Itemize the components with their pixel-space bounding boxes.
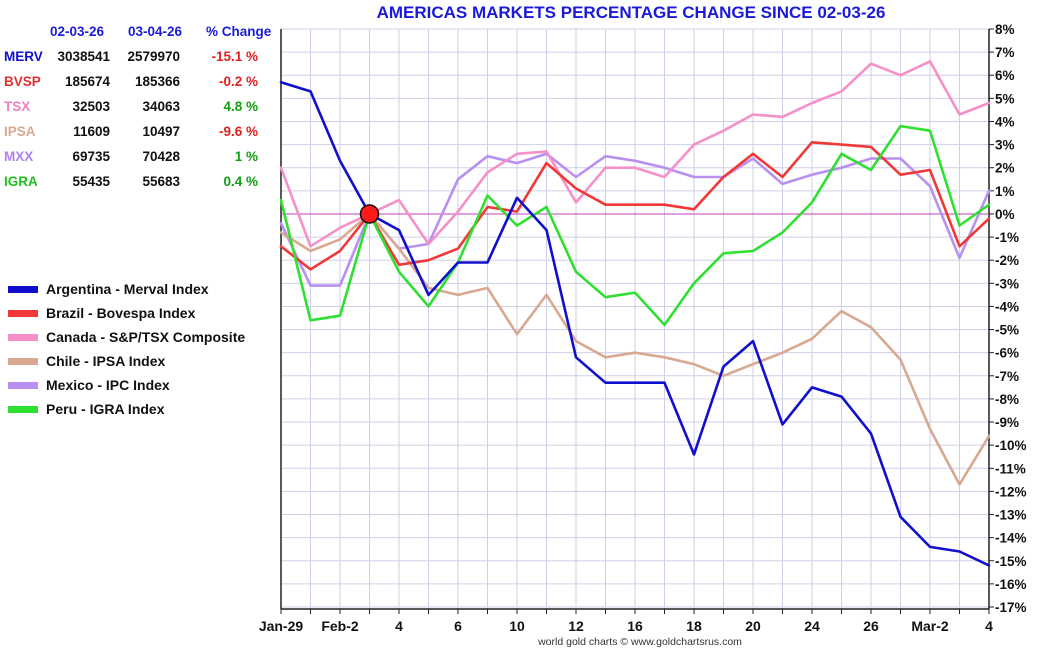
table-change-value: 1 %: [234, 149, 258, 164]
chart-title: AMERICAS MARKETS PERCENTAGE CHANGE SINCE…: [376, 3, 886, 22]
x-tick-label: 4: [395, 618, 403, 634]
y-tick-label: -15%: [995, 554, 1027, 569]
y-tick-label: -7%: [995, 369, 1019, 384]
legend-item: Chile - IPSA Index: [8, 350, 165, 372]
y-tick-label: -16%: [995, 577, 1027, 592]
legend-item: Canada - S&P/TSX Composite: [8, 326, 245, 348]
table-start-value: 55435: [72, 174, 110, 189]
legend-swatch: [8, 285, 38, 293]
chart-footer: world gold charts © www.goldchartsrus.co…: [538, 636, 742, 648]
table-end-value: 34063: [142, 99, 180, 114]
table-header-end: 03-04-26: [128, 24, 183, 39]
legend-label: Chile - IPSA Index: [46, 353, 166, 369]
table-start-value: 32503: [72, 99, 110, 114]
legend-label: Argentina - Merval Index: [46, 281, 209, 297]
table-ticker: MXX: [4, 149, 34, 164]
table-change-value: 4.8 %: [223, 99, 258, 114]
legend-swatch: [8, 357, 38, 365]
table-change-value: -9.6 %: [218, 124, 258, 139]
x-tick-label: Jan-29: [259, 618, 304, 634]
table-ticker: IGRA: [4, 174, 38, 189]
table-end-value: 185366: [134, 74, 180, 89]
x-tick-label: 20: [745, 618, 761, 634]
y-tick-label: 0%: [995, 207, 1015, 222]
y-tick-label: -12%: [995, 484, 1027, 499]
table-start-value: 69735: [72, 149, 110, 164]
y-tick-label: 1%: [995, 184, 1015, 199]
y-tick-label: -17%: [995, 600, 1027, 615]
x-tick-label: 6: [454, 618, 462, 634]
y-tick-label: -14%: [995, 531, 1027, 546]
series-line: [279, 60, 991, 248]
y-tick-label: 5%: [995, 91, 1015, 106]
legend-swatch: [8, 405, 38, 413]
y-tick-label: -4%: [995, 299, 1019, 314]
y-tick-label: -13%: [995, 508, 1027, 523]
table-ticker: TSX: [4, 99, 31, 114]
x-tick-label: 4: [985, 618, 993, 634]
y-tick-label: 4%: [995, 114, 1015, 129]
y-tick-label: 3%: [995, 138, 1015, 153]
table-header-change: % Change: [206, 24, 272, 39]
x-tick-label: Feb-2: [321, 618, 359, 634]
series-line: [279, 141, 991, 271]
y-tick-label: -5%: [995, 323, 1019, 338]
base-date-marker: [359, 204, 380, 224]
legend-item: Peru - IGRA Index: [8, 398, 165, 420]
x-tick-label: 10: [509, 618, 525, 634]
legend-label: Canada - S&P/TSX Composite: [46, 329, 246, 345]
legend-swatch: [8, 333, 38, 341]
y-tick-label: -1%: [995, 230, 1019, 245]
legend-swatch: [8, 381, 38, 389]
x-tick-label: Mar-2: [911, 618, 949, 634]
table-start-value: 3038541: [57, 49, 110, 64]
table-ticker: MERV: [4, 49, 43, 64]
table-change-value: 0.4 %: [223, 174, 258, 189]
table-change-value: -15.1 %: [211, 49, 258, 64]
x-tick-label: 12: [568, 618, 584, 634]
legend-item: Brazil - Bovespa Index: [8, 302, 195, 324]
table-end-value: 2579970: [127, 49, 180, 64]
table-ticker: IPSA: [4, 124, 36, 139]
table-end-value: 55683: [142, 174, 180, 189]
y-tick-label: 7%: [995, 45, 1015, 60]
table-header-start: 02-03-26: [50, 24, 105, 39]
y-tick-label: -11%: [995, 461, 1026, 476]
table-end-value: 10497: [142, 124, 180, 139]
y-tick-label: 2%: [995, 161, 1015, 176]
legend-label: Mexico - IPC Index: [46, 377, 170, 393]
y-tick-label: -8%: [995, 392, 1019, 407]
series-line: [279, 80, 991, 567]
legend-item: Mexico - IPC Index: [8, 374, 170, 396]
legend-label: Peru - IGRA Index: [46, 401, 165, 417]
table-start-value: 11609: [73, 124, 110, 139]
y-tick-label: -3%: [995, 276, 1019, 291]
y-tick-label: -6%: [995, 346, 1019, 361]
x-tick-label: 16: [627, 618, 643, 634]
table-start-value: 185674: [64, 74, 110, 89]
legend-label: Brazil - Bovespa Index: [46, 305, 196, 321]
y-tick-label: 6%: [995, 68, 1015, 83]
y-tick-label: -2%: [995, 253, 1019, 268]
series-line: [279, 212, 991, 486]
y-tick-label: 8%: [995, 22, 1015, 37]
legend-swatch: [8, 309, 38, 317]
x-tick-label: 26: [863, 618, 879, 634]
series-line: [279, 124, 991, 327]
x-tick-label: 18: [686, 618, 702, 634]
table-end-value: 70428: [142, 149, 180, 164]
y-tick-label: -9%: [995, 415, 1019, 430]
table-change-value: -0.2 %: [218, 74, 258, 89]
x-tick-label: 24: [804, 618, 820, 634]
y-tick-label: -10%: [995, 438, 1027, 453]
table-ticker: BVSP: [4, 74, 41, 89]
legend-item: Argentina - Merval Index: [8, 278, 209, 300]
